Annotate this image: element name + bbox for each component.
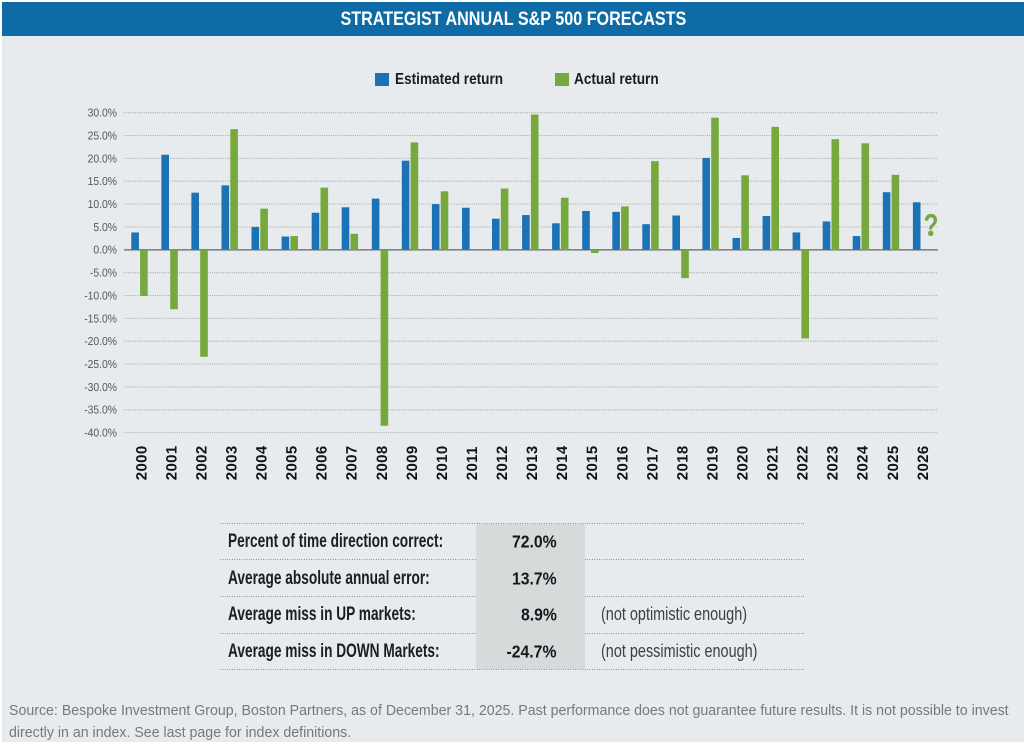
svg-text:-35.0%: -35.0%: [84, 405, 117, 417]
svg-text:-25.0%: -25.0%: [84, 359, 117, 371]
svg-text:2026: 2026: [915, 445, 932, 480]
svg-text:2018: 2018: [674, 445, 691, 480]
svg-text:2000: 2000: [133, 445, 150, 480]
svg-text:2003: 2003: [224, 445, 241, 480]
svg-text:2022: 2022: [795, 445, 812, 480]
svg-text:2020: 2020: [735, 445, 752, 480]
svg-text:-10.0%: -10.0%: [84, 290, 117, 302]
svg-text:2011: 2011: [464, 446, 481, 480]
svg-text:2004: 2004: [254, 445, 271, 480]
svg-text:2002: 2002: [193, 445, 210, 480]
svg-text:2010: 2010: [434, 445, 451, 480]
svg-text:2006: 2006: [314, 445, 331, 480]
svg-text:2009: 2009: [404, 445, 421, 480]
svg-text:2017: 2017: [644, 445, 661, 480]
svg-text:25.0%: 25.0%: [88, 130, 117, 142]
svg-text:2023: 2023: [825, 445, 842, 480]
svg-text:20.0%: 20.0%: [88, 153, 117, 165]
svg-text:2007: 2007: [344, 445, 361, 480]
svg-text:2005: 2005: [284, 445, 301, 480]
svg-text:2012: 2012: [494, 445, 511, 480]
svg-text:15.0%: 15.0%: [88, 176, 117, 188]
svg-text:5.0%: 5.0%: [93, 222, 117, 234]
svg-text:0.0%: 0.0%: [93, 245, 117, 257]
svg-text:2013: 2013: [524, 445, 541, 480]
svg-text:-15.0%: -15.0%: [84, 313, 117, 325]
svg-text:2024: 2024: [855, 445, 872, 480]
svg-text:2025: 2025: [885, 445, 902, 480]
svg-text:10.0%: 10.0%: [88, 199, 117, 211]
svg-text:-20.0%: -20.0%: [84, 336, 117, 348]
svg-text:2016: 2016: [614, 445, 631, 480]
svg-text:30.0%: 30.0%: [88, 108, 117, 120]
svg-text:2001: 2001: [163, 445, 180, 480]
svg-text:2015: 2015: [584, 445, 601, 480]
svg-text:-40.0%: -40.0%: [84, 428, 117, 440]
svg-text:2019: 2019: [704, 445, 721, 480]
svg-text:2014: 2014: [554, 445, 571, 480]
svg-text:2008: 2008: [374, 445, 391, 480]
svg-text:2021: 2021: [765, 445, 782, 480]
svg-text:-30.0%: -30.0%: [84, 382, 117, 394]
svg-text:-5.0%: -5.0%: [90, 268, 117, 280]
